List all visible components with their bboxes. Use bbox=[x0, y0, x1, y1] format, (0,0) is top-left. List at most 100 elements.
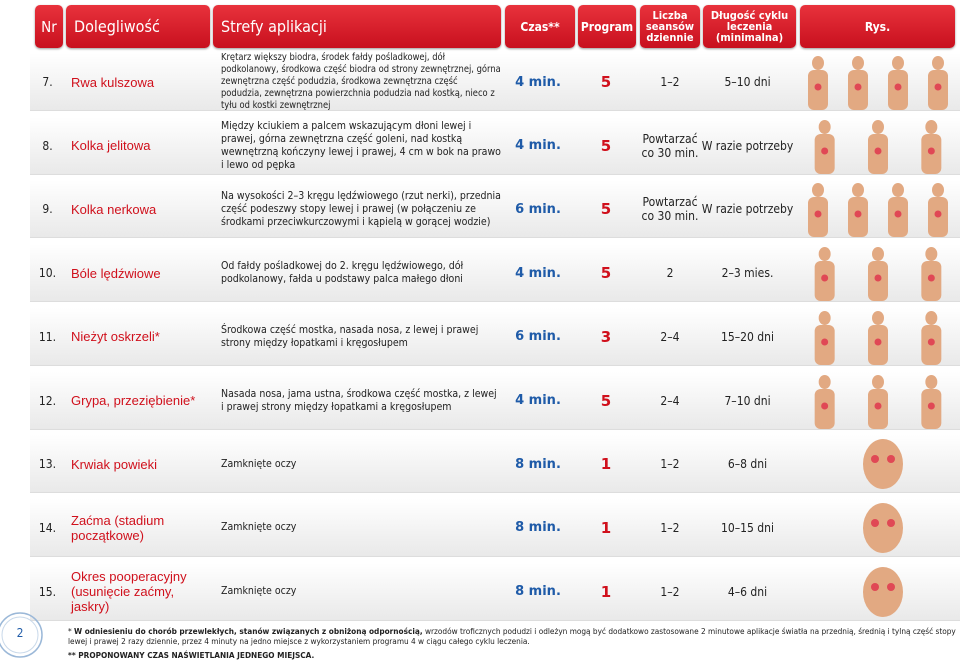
row-number: 13. bbox=[38, 457, 57, 472]
duration: 2–3 mies. bbox=[721, 266, 774, 281]
table-row bbox=[30, 562, 960, 621]
duration: 7–10 dni bbox=[724, 393, 771, 408]
duration: 10–15 dni bbox=[721, 520, 774, 535]
row-number: 11. bbox=[38, 329, 57, 344]
figure bbox=[808, 56, 948, 110]
footnote-1: * W odniesieniu do chorób przewlekłych, … bbox=[68, 626, 958, 646]
program: 5 bbox=[600, 136, 612, 155]
zones: Zamknięte oczy bbox=[221, 521, 297, 534]
sessions: Powtarzać co 30 min. bbox=[641, 131, 699, 160]
program: 3 bbox=[600, 327, 612, 346]
program: 5 bbox=[600, 264, 612, 283]
condition: Kolka nerkowa bbox=[71, 201, 157, 217]
zones: Środkowa część mostka, nasada nosa, z le… bbox=[221, 323, 479, 349]
condition: Kolka jelitowa bbox=[71, 138, 151, 154]
body-figure bbox=[921, 310, 942, 365]
figure bbox=[863, 439, 903, 490]
table-row bbox=[30, 116, 960, 175]
body-figure bbox=[848, 183, 868, 238]
zones: Nasada nosa, jama ustna, środkowa część … bbox=[221, 387, 497, 413]
sessions: 2–4 bbox=[660, 393, 680, 408]
zones: Między kciukiem a palcem wskazującym dło… bbox=[221, 119, 501, 171]
row-number: 7. bbox=[42, 75, 53, 89]
header-condition: Dolegliwość bbox=[66, 5, 210, 48]
zones: Zamknięte oczy bbox=[221, 585, 297, 598]
page-decoration bbox=[0, 612, 43, 658]
body-figure bbox=[921, 374, 942, 429]
body-figure bbox=[928, 183, 948, 238]
zones: Krętarz większy biodra, środek fałdy poś… bbox=[221, 52, 501, 111]
condition: Nieżyt oskrzeli* bbox=[71, 329, 160, 345]
body-figure bbox=[814, 310, 835, 365]
program: 1 bbox=[600, 518, 612, 537]
sessions: 1–2 bbox=[660, 457, 680, 472]
duration: 15–20 dni bbox=[721, 329, 774, 344]
footnote-2: ** PROPONOWANY CZAS NAŚWIETLANIA JEDNEGO… bbox=[68, 650, 315, 660]
page-number: 2 bbox=[16, 626, 24, 640]
condition: Krwiak powieki bbox=[71, 456, 157, 472]
footnote-mark: * bbox=[68, 626, 72, 636]
body-figure bbox=[928, 56, 948, 110]
figure bbox=[808, 183, 948, 238]
zones: Od fałdy pośladkowej do 2. kręgu lędźwio… bbox=[221, 260, 464, 286]
condition: Bóle lędźwiowe bbox=[71, 265, 161, 281]
body-figure bbox=[868, 310, 888, 365]
header-nr: Nr bbox=[35, 5, 63, 48]
body-figure bbox=[814, 374, 835, 429]
program: 1 bbox=[600, 455, 612, 474]
figure bbox=[814, 119, 942, 174]
body-figure bbox=[868, 374, 888, 429]
row-number: 12. bbox=[38, 393, 57, 408]
row-number: 14. bbox=[38, 520, 57, 535]
condition: Zaćma (stadium początkowe) bbox=[71, 512, 165, 543]
row-number: 9. bbox=[42, 202, 53, 217]
sessions: 1–2 bbox=[660, 584, 680, 599]
footnote-text: wrzodów troficznych podudzi i odleżyn mo… bbox=[68, 626, 956, 646]
footnote-bold: W odniesieniu do chorób przewlekłych, st… bbox=[74, 626, 423, 636]
time: 6 min. bbox=[515, 201, 561, 217]
program: 5 bbox=[600, 200, 612, 219]
duration: 6–8 dni bbox=[727, 457, 768, 472]
zones: Zamknięte oczy bbox=[221, 457, 297, 470]
header-figure: Rys. bbox=[800, 5, 955, 48]
body-figure bbox=[888, 56, 908, 110]
table-row bbox=[30, 244, 960, 303]
header-zones: Strefy aplikacji bbox=[213, 5, 501, 48]
body-figure bbox=[868, 119, 888, 174]
figure bbox=[814, 374, 942, 429]
time: 8 min. bbox=[515, 456, 561, 472]
duration: W razie potrzeby bbox=[701, 202, 794, 217]
figure bbox=[863, 566, 903, 617]
body-figure bbox=[848, 56, 868, 110]
body-figure bbox=[814, 247, 835, 302]
header-program: Program bbox=[578, 5, 636, 48]
body-figure bbox=[808, 56, 828, 110]
header-duration: Długość cyklu leczenia (minimalna) bbox=[703, 5, 796, 48]
sessions: Powtarzać co 30 min. bbox=[641, 195, 699, 224]
zones: Na wysokości 2–3 kręgu lędźwiowego (rzut… bbox=[221, 189, 501, 228]
condition: Grypa, przeziębienie* bbox=[71, 393, 196, 408]
body-figure bbox=[863, 439, 903, 490]
row-number: 8. bbox=[42, 138, 53, 153]
figure bbox=[814, 247, 942, 302]
body-figure bbox=[863, 502, 903, 553]
table-row bbox=[30, 180, 960, 239]
table-row bbox=[30, 498, 960, 557]
body-figure bbox=[921, 247, 942, 302]
row-number: 15. bbox=[38, 584, 57, 599]
sessions: 1–2 bbox=[660, 75, 680, 89]
header-sessions: Liczba seansów dziennie bbox=[640, 5, 700, 48]
duration: 5–10 dni bbox=[724, 75, 771, 89]
time: 6 min. bbox=[515, 329, 561, 345]
sessions: 2 bbox=[666, 266, 674, 281]
program: 5 bbox=[600, 73, 612, 91]
table-row bbox=[30, 435, 960, 494]
duration: 4–6 dni bbox=[727, 584, 768, 599]
program: 5 bbox=[600, 391, 612, 410]
sessions: 2–4 bbox=[660, 329, 680, 344]
duration: W razie potrzeby bbox=[701, 138, 794, 153]
time: 4 min. bbox=[515, 74, 561, 90]
body-figure bbox=[814, 119, 835, 174]
time: 4 min. bbox=[515, 393, 561, 408]
